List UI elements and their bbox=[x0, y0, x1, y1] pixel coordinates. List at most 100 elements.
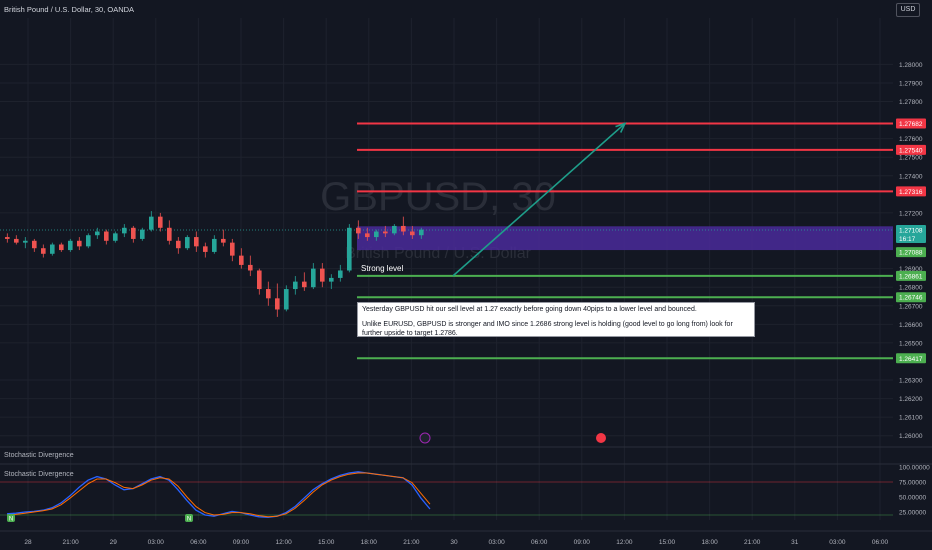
x-tick-label: 15:00 bbox=[318, 539, 335, 546]
candle-body bbox=[356, 227, 361, 234]
green-price-badge: 1.26417 bbox=[899, 356, 923, 363]
y-tick-label: 1.26500 bbox=[899, 340, 923, 347]
candle-body bbox=[86, 235, 91, 247]
event-icon bbox=[419, 432, 431, 444]
x-tick-label: 03:00 bbox=[148, 539, 165, 546]
y-tick-label: 1.27500 bbox=[899, 155, 923, 162]
y-tick-label: 1.27800 bbox=[899, 99, 923, 106]
currency-button[interactable]: USD bbox=[896, 3, 920, 17]
candle-body bbox=[266, 289, 271, 299]
candle-body bbox=[140, 229, 145, 239]
red-price-badge-bg bbox=[896, 118, 926, 129]
calendar-icon bbox=[596, 433, 606, 443]
note-line-2: Unlike EURUSD, GBPUSD is stronger and IM… bbox=[362, 321, 733, 337]
green-price-badge-bg bbox=[896, 353, 926, 364]
candle-body bbox=[95, 231, 100, 236]
candle-body bbox=[221, 238, 226, 243]
x-tick-label: 15:00 bbox=[659, 539, 676, 546]
analysis-note: Yesterday GBPUSD hit our sell level at 1… bbox=[357, 302, 755, 337]
candle-body bbox=[131, 227, 136, 239]
red-price-badge: 1.27316 bbox=[899, 189, 923, 196]
x-tick-label: 21:00 bbox=[62, 539, 79, 546]
x-tick-label: 31 bbox=[791, 539, 799, 546]
candle-body bbox=[212, 238, 217, 252]
candle-body bbox=[41, 248, 46, 254]
divergence-marker-text: N bbox=[9, 517, 13, 523]
zone-price-badge-bg bbox=[896, 247, 926, 258]
countdown-badge: 16:17 bbox=[899, 236, 916, 243]
red-price-badge-bg bbox=[896, 144, 926, 155]
x-tick-label: 29 bbox=[110, 539, 118, 546]
candle-body bbox=[275, 298, 280, 310]
candle-body bbox=[311, 268, 316, 288]
divergence-marker bbox=[7, 514, 15, 522]
candle-body bbox=[338, 270, 343, 278]
candle-body bbox=[239, 255, 244, 265]
candle-body bbox=[59, 244, 64, 251]
y-tick-label: 1.28000 bbox=[899, 62, 923, 69]
target-arrow bbox=[452, 122, 626, 277]
candle-body bbox=[77, 240, 82, 247]
red-price-badge: 1.27682 bbox=[899, 121, 923, 128]
x-tick-label: 12:00 bbox=[616, 539, 633, 546]
candle-body bbox=[50, 244, 55, 254]
stochastic-d-line bbox=[6, 472, 431, 518]
strong-level-label: Strong level bbox=[361, 264, 404, 273]
candle-body bbox=[248, 264, 253, 271]
indicator-label-top: Stochastic Divergence bbox=[4, 452, 74, 459]
y-tick-label: 1.26800 bbox=[899, 285, 923, 292]
x-tick-label: 09:00 bbox=[574, 539, 591, 546]
candle-body bbox=[185, 237, 190, 249]
candle-body bbox=[149, 216, 154, 230]
candle-body bbox=[194, 237, 199, 247]
current-price-badge: 1.27108 bbox=[899, 228, 923, 235]
candle-body bbox=[5, 237, 10, 239]
y-tick-label: 1.27200 bbox=[899, 210, 923, 217]
symbol-title: British Pound / U.S. Dollar, 30, OANDA bbox=[4, 5, 135, 14]
arrow-head bbox=[615, 122, 627, 133]
candle-body bbox=[14, 238, 19, 243]
red-price-badge-bg bbox=[896, 186, 926, 197]
indicator-label-pane: Stochastic Divergence bbox=[4, 471, 74, 478]
x-tick-label: 21:00 bbox=[744, 539, 761, 546]
x-tick-label: 03:00 bbox=[488, 539, 505, 546]
candle-body bbox=[302, 281, 307, 288]
green-price-badge-bg bbox=[896, 292, 926, 303]
y-tick-label: 1.26600 bbox=[899, 322, 923, 329]
zone-price-badge: 1.27088 bbox=[899, 250, 923, 257]
x-tick-label: 03:00 bbox=[829, 539, 846, 546]
candle-body bbox=[392, 225, 397, 234]
y-tick-label: 1.26300 bbox=[899, 378, 923, 385]
candle-body bbox=[284, 289, 289, 310]
y-tick-label: 1.26700 bbox=[899, 303, 923, 310]
x-tick-label: 18:00 bbox=[361, 539, 378, 546]
green-price-badge: 1.26746 bbox=[899, 295, 923, 302]
candle-body bbox=[365, 233, 370, 238]
candle-body bbox=[167, 227, 172, 241]
candle-body bbox=[104, 231, 109, 241]
liquidity-zone bbox=[357, 226, 893, 251]
candle-body bbox=[401, 225, 406, 232]
x-tick-label: 18:00 bbox=[701, 539, 718, 546]
y-tick-label: 1.26100 bbox=[899, 415, 923, 422]
candle-body bbox=[293, 281, 298, 290]
stoch-tick-label: 75.00000 bbox=[899, 480, 926, 487]
candle-body bbox=[320, 268, 325, 282]
candle-body bbox=[23, 240, 28, 243]
candle-body bbox=[230, 242, 235, 256]
candle-body bbox=[32, 240, 37, 249]
x-tick-label: 06:00 bbox=[190, 539, 207, 546]
watermark-symbol: GBPUSD, 30 bbox=[320, 175, 556, 219]
candle-body bbox=[176, 240, 181, 249]
red-price-badge: 1.27540 bbox=[899, 147, 923, 154]
candle-body bbox=[122, 227, 127, 234]
candle-body bbox=[419, 229, 424, 236]
y-tick-label: 1.27400 bbox=[899, 173, 923, 180]
green-price-badge-bg bbox=[896, 270, 926, 281]
candle-body bbox=[383, 231, 388, 234]
candle-body bbox=[113, 233, 118, 241]
candle-body bbox=[158, 216, 163, 228]
y-tick-label: 1.26900 bbox=[899, 266, 923, 273]
divergence-marker bbox=[185, 514, 193, 522]
